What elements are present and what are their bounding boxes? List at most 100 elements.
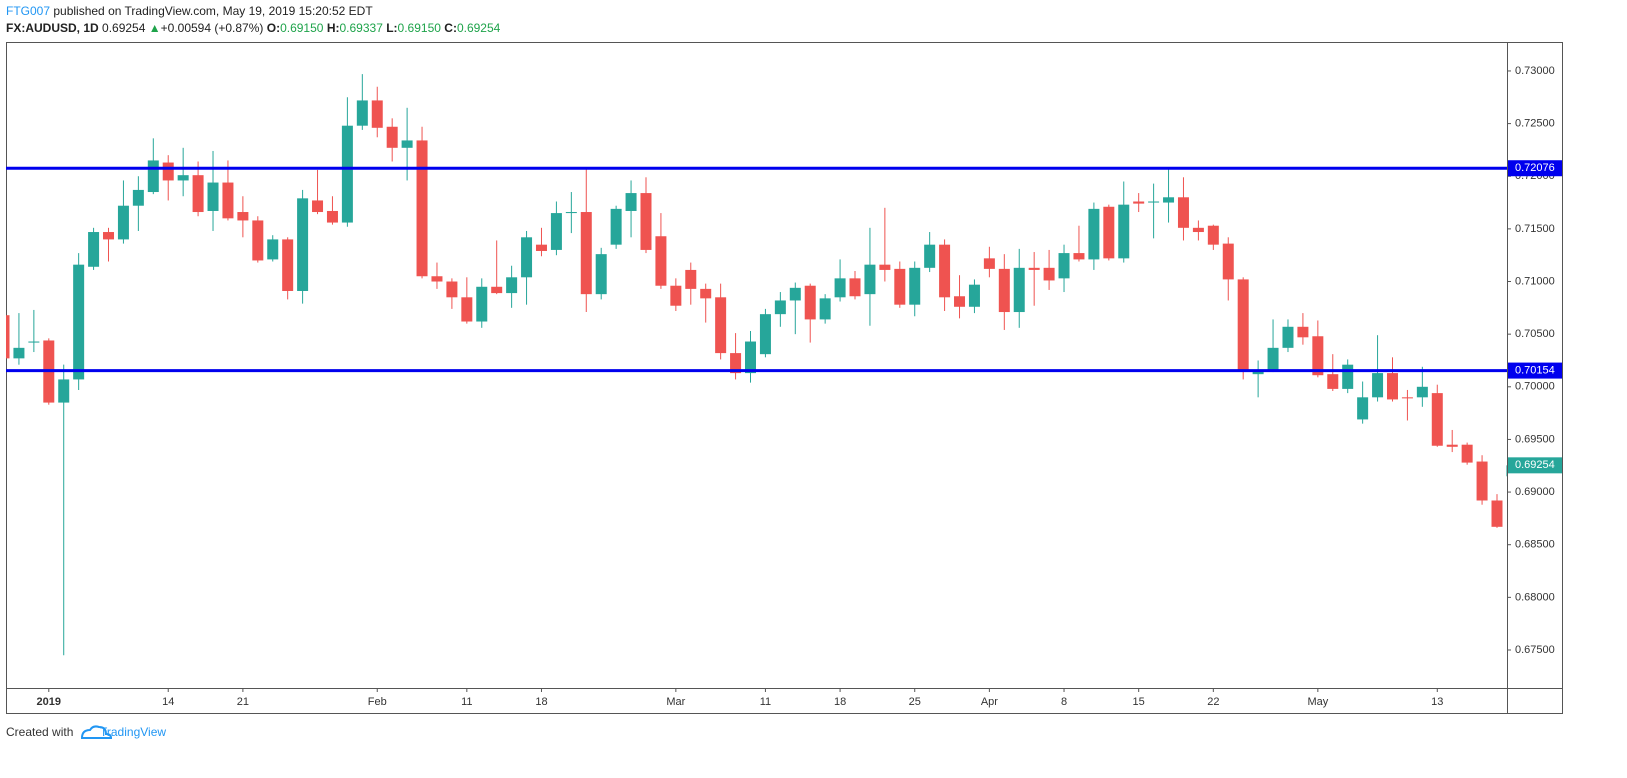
candle-body <box>1073 253 1085 260</box>
candle-body <box>1327 374 1339 389</box>
y-tick-label: 0.67500 <box>1515 644 1555 656</box>
candle-body <box>1491 500 1503 527</box>
candle-body <box>1461 444 1473 463</box>
c: 0.69254 <box>456 21 501 35</box>
candle-body <box>491 286 503 294</box>
candle-body <box>879 264 891 270</box>
last-price-bg <box>1508 457 1562 474</box>
candle-body <box>147 160 159 193</box>
candle-body <box>521 237 533 278</box>
arrow: ▲ <box>148 21 161 35</box>
candle-body <box>1133 201 1145 204</box>
candle-body <box>849 278 861 297</box>
candle-body <box>1043 267 1055 281</box>
header-line-1: FTG007 published on TradingView.com, May… <box>6 4 373 18</box>
candle-body <box>819 298 831 320</box>
candle-body <box>745 341 756 374</box>
candle-body <box>13 347 25 359</box>
x-tick-label: 25 <box>909 696 921 708</box>
candle-body <box>1118 204 1130 259</box>
x-tick-label: Apr <box>981 696 998 708</box>
price: 0.69254 <box>102 21 146 35</box>
candle-body <box>207 182 219 211</box>
candle-body <box>1163 197 1175 203</box>
candle-body <box>1372 373 1384 398</box>
x-tick-label: 15 <box>1133 696 1145 708</box>
candle-body <box>237 212 249 221</box>
x-tick-label: 18 <box>535 696 547 708</box>
candles <box>6 74 1507 656</box>
candle-body <box>1058 253 1070 279</box>
symbol: FX:AUDUSD, 1D <box>6 21 99 35</box>
y-tick-label: 0.71000 <box>1515 275 1555 287</box>
candle-body <box>6 315 10 359</box>
candle-body <box>282 239 294 291</box>
candle-body <box>312 200 324 213</box>
h-label: H: <box>326 21 340 35</box>
y-tick-label: 0.69500 <box>1515 433 1555 445</box>
candle-body <box>1148 201 1160 203</box>
candle-body <box>535 244 547 251</box>
candle-body <box>1028 267 1040 270</box>
candle-body <box>954 296 966 307</box>
candle-body <box>326 210 338 223</box>
y-tick-label: 0.70500 <box>1515 328 1555 340</box>
candle-body <box>640 193 652 250</box>
candle-body <box>1103 206 1115 259</box>
level-label-bg <box>1508 160 1562 177</box>
last-price-label: 0.69254 <box>1515 459 1555 471</box>
candle-body <box>968 284 980 307</box>
author: FTG007 <box>6 4 51 18</box>
level-label-bg <box>1508 362 1562 379</box>
candle-body <box>700 288 712 299</box>
candle-body <box>356 100 368 126</box>
x-tick-label: 22 <box>1207 696 1219 708</box>
candle-body <box>192 175 204 213</box>
candle-body <box>550 213 562 250</box>
footer-created: Created with <box>6 725 73 739</box>
y-tick-label: 0.68500 <box>1515 539 1555 551</box>
candle-body <box>446 281 458 298</box>
candle-body <box>28 341 40 343</box>
candle-body <box>685 269 697 289</box>
candle-body <box>58 379 70 403</box>
y-tick-label: 0.72500 <box>1515 117 1555 129</box>
candle-body <box>401 140 413 148</box>
x-tick-label: Feb <box>368 696 387 708</box>
candle-body <box>610 208 622 245</box>
candle-body <box>252 220 264 261</box>
candle-body <box>341 125 353 223</box>
y-tick-label: 0.70000 <box>1515 381 1555 393</box>
h: 0.69337 <box>339 21 383 35</box>
candle-body <box>1088 208 1100 260</box>
candle-body <box>222 182 234 219</box>
candle-body <box>1192 227 1204 233</box>
x-tick-label: Mar <box>666 696 685 708</box>
candle-body <box>1237 279 1249 370</box>
candle-body <box>1207 225 1219 245</box>
candle-body <box>789 287 801 301</box>
candle-body <box>73 264 85 380</box>
candle-body <box>565 212 577 214</box>
footer-brand: TradingView <box>100 725 166 739</box>
candle-body <box>386 126 398 148</box>
candle-body <box>1267 347 1279 370</box>
published: published on TradingView.com, May 19, 20… <box>53 4 373 18</box>
candle-body <box>715 297 727 354</box>
candle-body <box>1342 364 1354 389</box>
candle-body <box>983 258 995 269</box>
candle-body <box>774 300 786 315</box>
y-tick-label: 0.71500 <box>1515 223 1555 235</box>
candle-body <box>625 193 637 211</box>
o: 0.69150 <box>280 21 324 35</box>
candle-body <box>909 267 921 305</box>
candle-body <box>804 285 816 320</box>
candle-body <box>177 175 189 181</box>
candle-body <box>461 297 473 322</box>
x-tick-label: 13 <box>1431 696 1443 708</box>
candle-body <box>476 286 488 322</box>
change: +0.00594 (+0.87%) <box>160 21 264 35</box>
l: 0.69150 <box>397 21 441 35</box>
candle-body <box>580 212 592 295</box>
